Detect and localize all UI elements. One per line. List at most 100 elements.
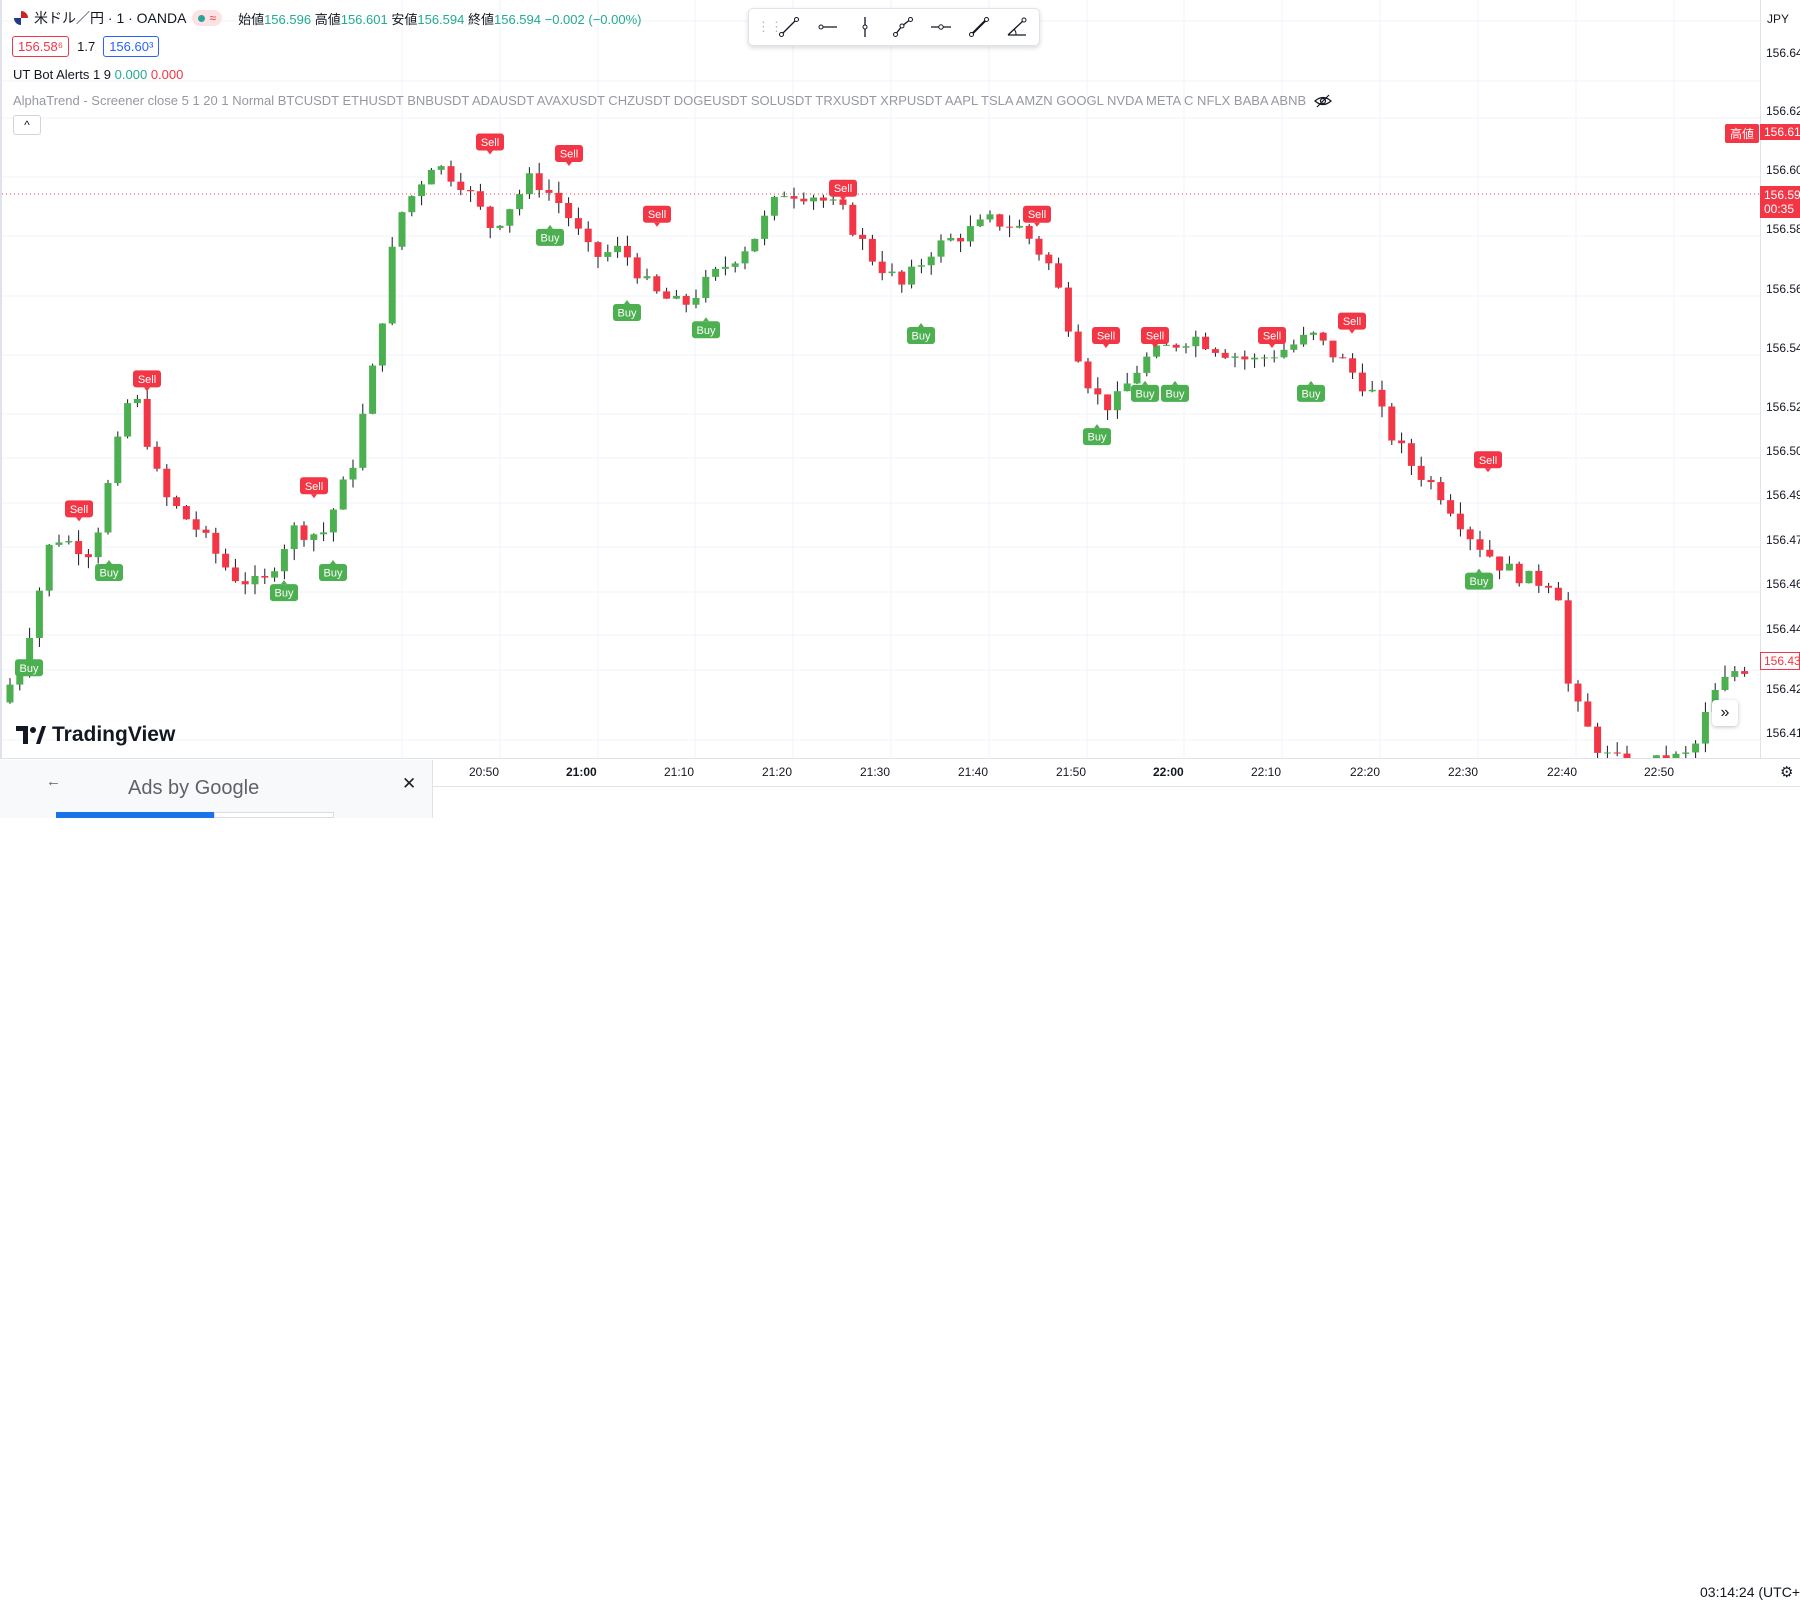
candle-body bbox=[1594, 726, 1602, 753]
price-tick-label: 156.54 bbox=[1766, 341, 1800, 355]
candle-body bbox=[741, 251, 749, 264]
collapse-legend-button[interactable]: ^ bbox=[13, 115, 41, 135]
ads-tab[interactable] bbox=[214, 812, 334, 818]
hidden-eye-icon[interactable] bbox=[1314, 94, 1333, 108]
alphatrend-indicator-legend[interactable]: AlphaTrend - Screener close 5 1 20 1 Nor… bbox=[13, 93, 1333, 108]
signal-pointer bbox=[487, 150, 493, 155]
buy-label-text: Buy bbox=[1166, 388, 1185, 400]
ut-bot-value-1: 0.000 bbox=[114, 67, 148, 82]
candle-body bbox=[1741, 671, 1749, 674]
signal-pointer bbox=[1094, 424, 1100, 429]
sell-quote-button[interactable]: 156.58⁶ bbox=[12, 36, 70, 57]
candle-body bbox=[339, 479, 347, 510]
signal-label-bg bbox=[536, 228, 564, 246]
time-tick-label: 22:40 bbox=[1547, 765, 1578, 779]
time-tick-label: 22:30 bbox=[1448, 765, 1479, 779]
candle-body bbox=[1545, 585, 1553, 588]
buy-signal-label: Buy bbox=[270, 580, 298, 602]
bid-price-badge: 156.43 bbox=[1760, 652, 1800, 670]
signal-pointer bbox=[1269, 344, 1275, 349]
logo-text: TradingView bbox=[52, 723, 176, 746]
candle-body bbox=[721, 266, 729, 269]
change-value: −0.002 (−0.00%) bbox=[544, 11, 642, 27]
candle-body bbox=[1525, 570, 1533, 584]
ut-bot-value-2: 0.000 bbox=[150, 67, 184, 82]
candle-body bbox=[300, 525, 308, 540]
alphatrend-name[interactable]: AlphaTrend - Screener close 5 1 20 1 Nor… bbox=[13, 93, 1307, 108]
signal-label-bg bbox=[95, 563, 123, 581]
candle-body bbox=[261, 575, 269, 578]
candle-body bbox=[1574, 683, 1582, 702]
candle-body bbox=[1006, 226, 1014, 228]
info-line-icon[interactable] bbox=[963, 12, 995, 42]
back-arrow-icon[interactable]: ← bbox=[46, 773, 61, 790]
candle-body bbox=[1084, 361, 1092, 389]
ut-bot-indicator-legend[interactable]: UT Bot Alerts 1 9 0.000 0.000 bbox=[13, 67, 183, 82]
signal-label-bg bbox=[1083, 428, 1111, 446]
buy-label-text: Buy bbox=[1302, 388, 1321, 400]
signal-pointer bbox=[1485, 468, 1491, 473]
close-icon[interactable]: ✕ bbox=[402, 774, 417, 793]
cross-line-icon[interactable] bbox=[925, 12, 957, 42]
candle-body bbox=[212, 532, 220, 554]
sell-signal-label: Sell bbox=[133, 370, 161, 392]
quote-row: 156.58⁶ 1.7 156.60³ bbox=[12, 36, 160, 57]
candle-body bbox=[280, 549, 288, 572]
symbol-title[interactable]: 米ドル／円 · 1 · OANDA bbox=[34, 10, 187, 26]
candle-body bbox=[584, 228, 592, 243]
signal-label-bg bbox=[829, 179, 857, 197]
currency-label[interactable]: JPY bbox=[1767, 12, 1790, 26]
scroll-to-realtime-button[interactable]: » bbox=[1712, 700, 1738, 726]
tradingview-logo[interactable]: TradingView bbox=[16, 723, 175, 747]
trend-line-icon[interactable] bbox=[773, 12, 805, 42]
candle-body bbox=[1721, 676, 1729, 690]
gear-icon[interactable]: ⚙ bbox=[1780, 764, 1794, 781]
candle-body bbox=[1260, 357, 1268, 359]
candle-body bbox=[192, 519, 200, 530]
price-chart[interactable]: Buy Sell Buy Sell Buy Sell Buy Sell Buy Sell Buy Se… bbox=[2, 0, 1760, 758]
signal-label-bg bbox=[907, 327, 935, 345]
candle-body bbox=[1398, 440, 1406, 444]
signal-label-bg bbox=[692, 321, 720, 339]
candle-body bbox=[476, 191, 484, 207]
candle-body bbox=[1417, 465, 1425, 480]
buy-quote-button[interactable]: 156.60³ bbox=[103, 36, 160, 57]
market-status-pill[interactable]: ≈ bbox=[192, 10, 223, 26]
candle-body bbox=[104, 483, 112, 533]
high-badge-label: 高値 bbox=[1725, 124, 1760, 143]
candle-body bbox=[712, 268, 720, 277]
candle-body bbox=[1045, 254, 1053, 264]
candle-body bbox=[320, 532, 328, 535]
vertical-line-icon[interactable] bbox=[849, 12, 881, 42]
buy-signal-label: Buy bbox=[692, 317, 720, 339]
close-label: 終値 bbox=[467, 11, 494, 27]
candle-body bbox=[75, 541, 83, 555]
sell-label-text: Sell bbox=[1263, 331, 1281, 343]
candle-body bbox=[1466, 529, 1474, 540]
trend-angle-icon[interactable] bbox=[1001, 12, 1033, 42]
signal-label-bg bbox=[1131, 384, 1159, 402]
ads-title: Ads by Google bbox=[128, 777, 260, 799]
ut-bot-name[interactable]: UT Bot Alerts 1 9 bbox=[13, 67, 112, 82]
candle-body bbox=[45, 544, 53, 591]
time-tick-label: 21:30 bbox=[860, 765, 891, 779]
open-value: 156.596 bbox=[264, 11, 312, 27]
buy-label-text: Buy bbox=[324, 567, 343, 579]
candle-body bbox=[398, 212, 406, 247]
path-icon[interactable] bbox=[887, 12, 919, 42]
candle-body bbox=[1211, 349, 1219, 353]
signal-label-bg bbox=[613, 303, 641, 321]
drag-handle-icon[interactable]: ⋮⋮ bbox=[757, 19, 783, 34]
candle-body bbox=[1603, 752, 1611, 754]
signal-pointer bbox=[1152, 344, 1158, 349]
candle-body bbox=[1554, 587, 1562, 601]
ads-tab-active[interactable] bbox=[56, 812, 214, 818]
sell-label-text: Sell bbox=[1028, 209, 1046, 221]
signal-pointer bbox=[1476, 568, 1482, 573]
signal-pointer bbox=[918, 323, 924, 328]
buy-signal-label: Buy bbox=[15, 655, 43, 677]
signal-label-bg bbox=[15, 659, 43, 677]
horizontal-ray-icon[interactable] bbox=[811, 12, 843, 42]
chart-pane[interactable]: Buy Sell Buy Sell Buy Sell Buy Sell Buy Sell Buy Se… bbox=[0, 0, 1760, 758]
clock-display[interactable]: 03:14:24 (UTC+9) bbox=[1700, 1584, 1800, 1600]
